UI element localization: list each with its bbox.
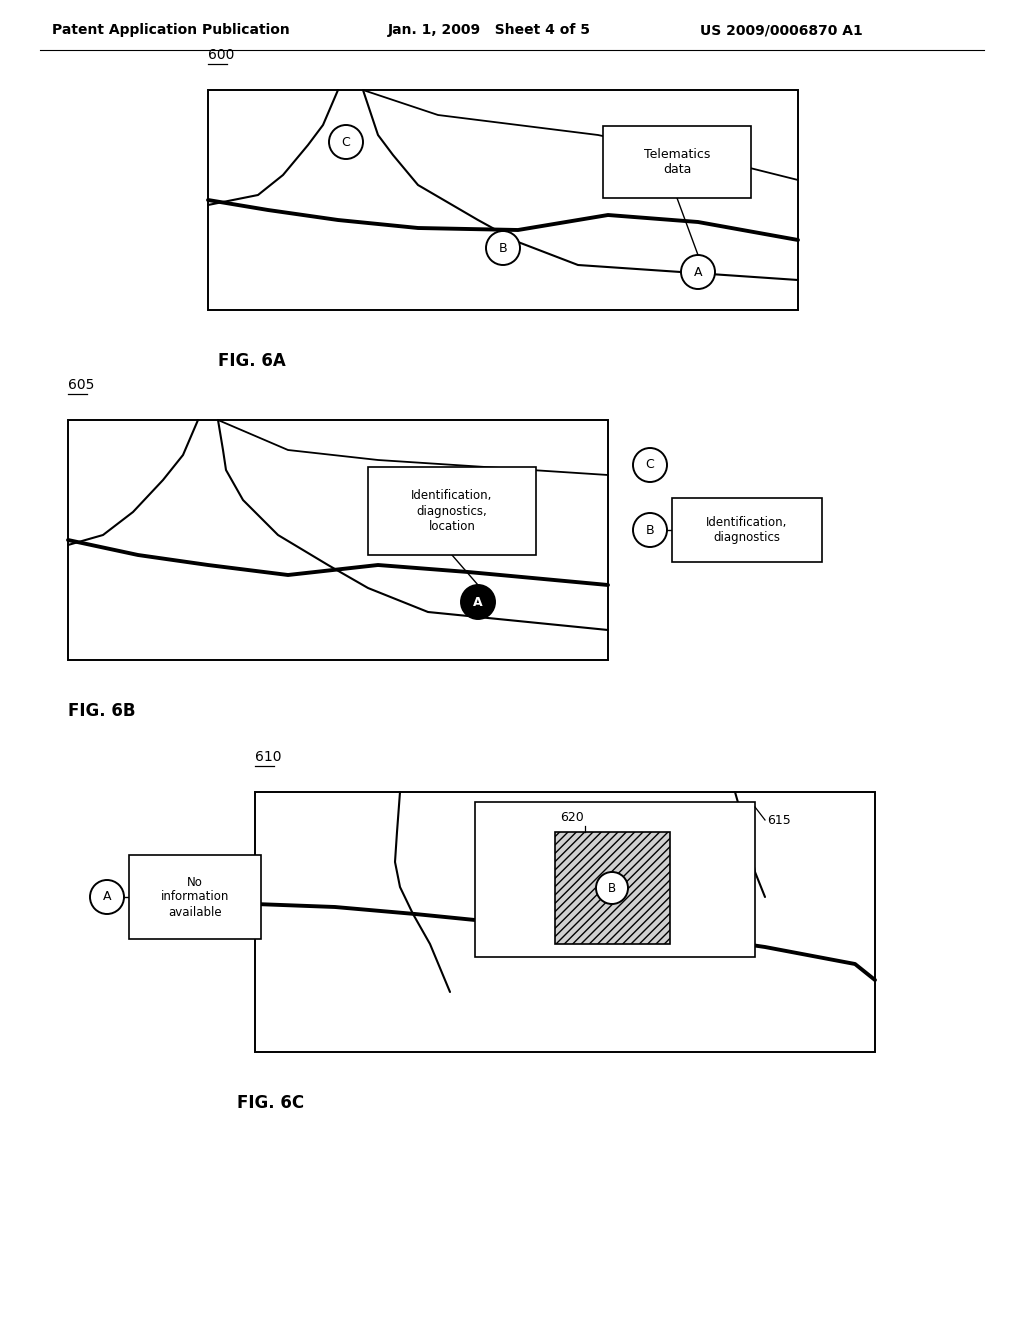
Circle shape	[633, 513, 667, 546]
Bar	[603, 125, 751, 198]
Text: 615: 615	[767, 813, 791, 826]
Circle shape	[681, 255, 715, 289]
Text: Jan. 1, 2009   Sheet 4 of 5: Jan. 1, 2009 Sheet 4 of 5	[388, 22, 591, 37]
Bar	[129, 855, 261, 939]
Circle shape	[90, 880, 124, 913]
Text: B: B	[646, 524, 654, 536]
Circle shape	[596, 873, 628, 904]
Text: Identification,
diagnostics: Identification, diagnostics	[707, 516, 787, 544]
Text: 605: 605	[68, 378, 94, 392]
Text: A: A	[102, 891, 112, 903]
Text: Identification,
diagnostics,
location: Identification, diagnostics, location	[412, 490, 493, 532]
Text: Patent Application Publication: Patent Application Publication	[52, 22, 290, 37]
Text: A: A	[473, 595, 482, 609]
Text: B: B	[499, 242, 507, 255]
Text: FIG. 6B: FIG. 6B	[68, 702, 135, 719]
Text: C: C	[342, 136, 350, 149]
Text: A: A	[693, 265, 702, 279]
Text: FIG. 6A: FIG. 6A	[218, 352, 286, 370]
Text: 610: 610	[255, 750, 282, 764]
Text: FIG. 6C: FIG. 6C	[237, 1094, 304, 1111]
Bar	[555, 832, 670, 944]
Circle shape	[329, 125, 362, 158]
Bar	[208, 90, 798, 310]
Text: Telematics
data: Telematics data	[644, 148, 711, 176]
Text: US 2009/0006870 A1: US 2009/0006870 A1	[700, 22, 863, 37]
Text: No
information
available: No information available	[161, 875, 229, 919]
Text: B: B	[608, 882, 616, 895]
Text: 600: 600	[208, 48, 234, 62]
Circle shape	[633, 447, 667, 482]
Text: 620: 620	[560, 810, 584, 824]
Text: C: C	[645, 458, 654, 471]
Circle shape	[486, 231, 520, 265]
Bar	[475, 803, 755, 957]
Circle shape	[461, 585, 495, 619]
Bar	[255, 792, 874, 1052]
Bar	[68, 420, 608, 660]
Bar	[368, 467, 536, 554]
Bar	[672, 498, 822, 562]
